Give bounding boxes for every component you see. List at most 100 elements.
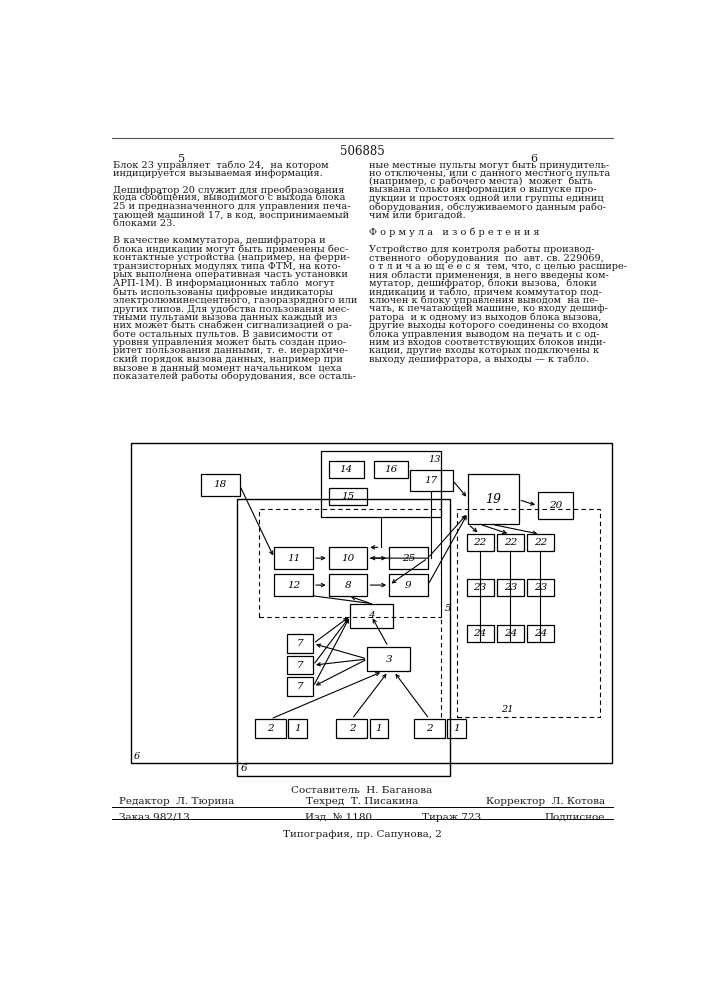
Text: других типов. Для удобства пользования мес-: других типов. Для удобства пользования м… xyxy=(113,304,350,314)
Bar xyxy=(497,579,524,596)
Bar xyxy=(448,719,466,738)
Text: 6: 6 xyxy=(134,752,139,761)
Text: Корректор  Л. Котова: Корректор Л. Котова xyxy=(486,797,605,806)
Text: дукции и простоях одной или группы единиц: дукции и простоях одной или группы едини… xyxy=(369,194,604,203)
Bar xyxy=(373,461,409,478)
Text: 5: 5 xyxy=(178,154,185,164)
Text: чим или бригадой.: чим или бригадой. xyxy=(369,211,466,220)
Text: 23: 23 xyxy=(474,583,486,592)
Text: Изд. № 1180: Изд. № 1180 xyxy=(305,813,373,822)
Text: 20: 20 xyxy=(549,501,562,510)
Text: электролюминесцентного, газоразрядного или: электролюминесцентного, газоразрядного и… xyxy=(113,296,358,305)
Text: Составитель  Н. Баганова: Составитель Н. Баганова xyxy=(291,786,433,795)
Text: 506885: 506885 xyxy=(339,145,385,158)
Bar xyxy=(329,488,368,505)
Text: 4: 4 xyxy=(368,611,375,620)
Bar xyxy=(287,656,313,674)
Text: вызвана только информация о выпуске про-: вызвана только информация о выпуске про- xyxy=(369,185,597,194)
Text: ные местные пульты могут быть принудитель-: ные местные пульты могут быть принудител… xyxy=(369,160,609,170)
Text: Подписное: Подписное xyxy=(545,813,605,822)
Text: блоками 23.: блоками 23. xyxy=(113,219,175,228)
Text: 11: 11 xyxy=(287,554,300,563)
Text: Техред  Т. Писакина: Техред Т. Писакина xyxy=(305,797,418,806)
Text: 23: 23 xyxy=(534,583,547,592)
Text: 1: 1 xyxy=(294,724,301,733)
Text: 17: 17 xyxy=(425,476,438,485)
Text: 1: 1 xyxy=(375,724,382,733)
Bar xyxy=(389,547,428,569)
Text: кации, другие входы которых подключены к: кации, другие входы которых подключены к xyxy=(369,346,599,355)
Text: 14: 14 xyxy=(339,465,353,474)
Bar xyxy=(457,509,600,717)
Text: 24: 24 xyxy=(474,629,486,638)
Text: ния области применения, в него введены ком-: ния области применения, в него введены к… xyxy=(369,270,609,280)
Bar xyxy=(274,547,313,569)
Bar xyxy=(527,579,554,596)
Text: чать, к печатающей машине, ко входу дешиф-: чать, к печатающей машине, ко входу деши… xyxy=(369,304,608,313)
Text: 6: 6 xyxy=(530,154,537,164)
Text: 2: 2 xyxy=(267,724,274,733)
Text: 10: 10 xyxy=(341,554,355,563)
Bar xyxy=(288,719,307,738)
Text: показателей работы оборудования, все осталь-: показателей работы оборудования, все ост… xyxy=(113,372,356,381)
Bar xyxy=(410,470,452,491)
Text: 19: 19 xyxy=(485,493,501,506)
Bar xyxy=(467,625,493,642)
Bar xyxy=(321,451,441,517)
Text: блока управления выводом на печать и с од-: блока управления выводом на печать и с о… xyxy=(369,329,600,339)
Text: но отключены, или с данного местного пульта: но отключены, или с данного местного пул… xyxy=(369,169,610,178)
Text: ственного  оборудования  по  авт. св. 229069,: ственного оборудования по авт. св. 22906… xyxy=(369,253,604,263)
Text: 24: 24 xyxy=(534,629,547,638)
Text: 23: 23 xyxy=(504,583,517,592)
Bar xyxy=(329,574,368,596)
Bar xyxy=(497,534,524,551)
Text: 13: 13 xyxy=(428,455,441,464)
Bar xyxy=(527,534,554,551)
Text: 7: 7 xyxy=(297,682,303,691)
Text: ский порядок вызова данных, например при: ский порядок вызова данных, например при xyxy=(113,355,343,364)
Text: 12: 12 xyxy=(287,581,300,590)
Text: 6: 6 xyxy=(240,764,247,773)
Text: ратора  и к одному из выходов блока вызова,: ратора и к одному из выходов блока вызов… xyxy=(369,312,601,322)
Text: (например, с рабочего места)  может  быть: (например, с рабочего места) может быть xyxy=(369,177,592,186)
Text: боте остальных пультов. В зависимости от: боте остальных пультов. В зависимости от xyxy=(113,329,333,339)
Text: Заказ 982/13: Заказ 982/13 xyxy=(119,813,190,822)
Bar xyxy=(201,474,240,496)
Text: Редактор  Л. Тюрина: Редактор Л. Тюрина xyxy=(119,797,235,806)
Bar xyxy=(237,499,450,776)
Text: 5: 5 xyxy=(445,604,451,613)
Bar xyxy=(414,719,445,738)
Bar xyxy=(131,443,612,763)
Bar xyxy=(468,474,518,524)
Text: кода сообщения, выводимого с выхода блока: кода сообщения, выводимого с выхода блок… xyxy=(113,194,346,203)
Text: 2: 2 xyxy=(426,724,433,733)
Text: ним из входов соответствующих блоков инди-: ним из входов соответствующих блоков инд… xyxy=(369,338,606,347)
Text: выходу дешифратора, а выходы — к табло.: выходу дешифратора, а выходы — к табло. xyxy=(369,355,589,364)
Bar xyxy=(368,647,410,671)
Text: них может быть снабжен сигнализацией о ра-: них может быть снабжен сигнализацией о р… xyxy=(113,321,352,330)
Bar xyxy=(259,509,441,617)
Text: вызове в данный момент начальником  цеха: вызове в данный момент начальником цеха xyxy=(113,363,341,372)
Text: ритет пользования данными, т. е. иерархиче-: ритет пользования данными, т. е. иерархи… xyxy=(113,346,348,355)
Text: Ф о р м у л а   и з о б р е т е н и я: Ф о р м у л а и з о б р е т е н и я xyxy=(369,228,539,237)
Text: 22: 22 xyxy=(504,538,517,547)
Text: быть использованы цифровые индикаторы: быть использованы цифровые индикаторы xyxy=(113,287,333,297)
Text: мутатор, дешифратор, блоки вызова,  блоки: мутатор, дешифратор, блоки вызова, блоки xyxy=(369,279,597,288)
Text: Устройство для контроля работы производ-: Устройство для контроля работы производ- xyxy=(369,245,595,254)
Text: 15: 15 xyxy=(341,492,355,501)
Text: 21: 21 xyxy=(501,705,513,714)
Text: другие выходы которого соединены со входом: другие выходы которого соединены со вход… xyxy=(369,321,608,330)
Text: 25 и предназначенного для управления печа-: 25 и предназначенного для управления печ… xyxy=(113,202,351,211)
Text: 7: 7 xyxy=(297,639,303,648)
Text: В качестве коммутатора, дешифратора и: В качестве коммутатора, дешифратора и xyxy=(113,236,326,245)
Bar xyxy=(467,534,493,551)
Text: индицируется вызываемая информация.: индицируется вызываемая информация. xyxy=(113,169,323,178)
Text: оборудования, обслуживаемого данным рабо-: оборудования, обслуживаемого данным рабо… xyxy=(369,202,606,212)
Text: 3: 3 xyxy=(385,654,392,664)
Text: Типография, пр. Сапунова, 2: Типография, пр. Сапунова, 2 xyxy=(283,830,441,839)
Text: Блок 23 управляет  табло 24,  на котором: Блок 23 управляет табло 24, на котором xyxy=(113,160,329,170)
Text: рых выполнена оперативная часть установки: рых выполнена оперативная часть установк… xyxy=(113,270,348,279)
Text: уровня управления может быть создан прио-: уровня управления может быть создан прио… xyxy=(113,338,346,347)
Bar xyxy=(337,719,368,738)
Text: 18: 18 xyxy=(214,480,227,489)
